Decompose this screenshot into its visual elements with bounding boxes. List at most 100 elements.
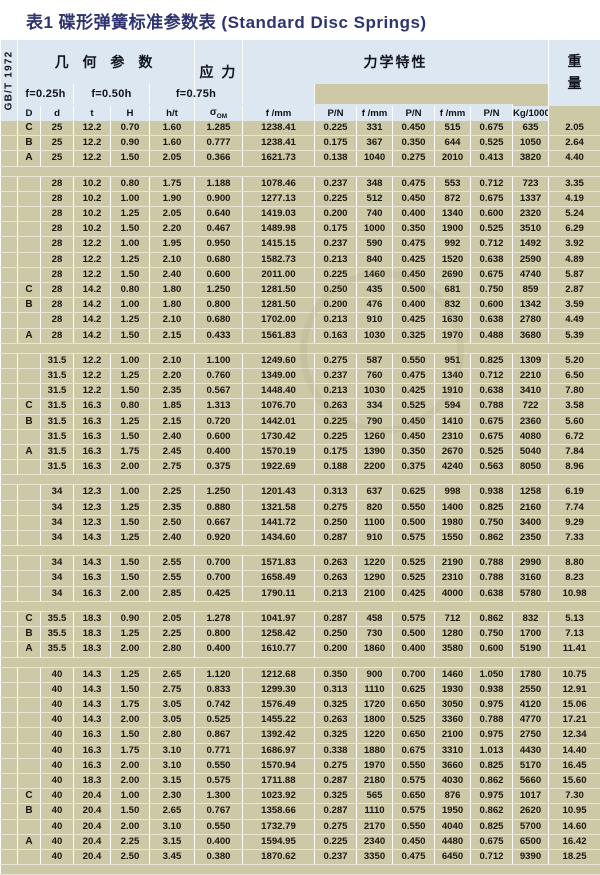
cell-weight: 6.29	[549, 222, 600, 237]
cell-t: 1.00	[111, 353, 150, 368]
cell-D: 35.5	[41, 642, 74, 657]
cell-H: 1.80	[150, 298, 195, 313]
row-gutter	[1, 728, 18, 743]
cell-f-050h: 0.700	[393, 667, 435, 682]
cell-f-050h: 0.550	[393, 819, 435, 834]
cell-f-025h: 0.213	[315, 313, 357, 328]
cell-weight: 14.60	[549, 819, 600, 834]
header-row-groups: GB/T 1972 几 何 参 数 应 力 力学特性 重 量	[1, 40, 600, 84]
cell-series-class	[18, 252, 41, 267]
cell-d: 16.3	[74, 728, 111, 743]
table-header: GB/T 1972 几 何 参 数 应 力 力学特性 重 量 f=0.25h f…	[1, 40, 600, 121]
cell-weight: 10.75	[549, 667, 600, 682]
cell-h-over-t: 0.771	[195, 743, 243, 758]
row-gutter	[1, 515, 18, 530]
row-gutter	[1, 222, 18, 237]
cell-P-075h: 4080	[513, 429, 549, 444]
cell-f-075h: 0.675	[471, 267, 513, 282]
cell-D: 28	[41, 207, 74, 222]
table-group-spacer	[1, 475, 600, 485]
cell-P-025h: 2170	[357, 819, 393, 834]
cell-H: 2.05	[150, 151, 195, 166]
cell-d: 18.3	[74, 642, 111, 657]
cell-d: 12.2	[74, 237, 111, 252]
cell-P-050h: 1550	[435, 531, 471, 546]
cell-h-over-t: 0.525	[195, 713, 243, 728]
cell-weight: 4.19	[549, 191, 600, 206]
cell-h-over-t: 0.680	[195, 252, 243, 267]
cell-series-class: A	[18, 151, 41, 166]
cell-t: 1.50	[111, 515, 150, 530]
cell-P-025h: 587	[357, 353, 393, 368]
cell-series-class: A	[18, 445, 41, 460]
cell-P-025h: 760	[357, 369, 393, 384]
row-gutter	[1, 667, 18, 682]
cell-D: 28	[41, 328, 74, 343]
group-spacer-cell	[1, 601, 600, 611]
cell-d: 14.3	[74, 682, 111, 697]
row-gutter	[1, 819, 18, 834]
cell-D: 40	[41, 773, 74, 788]
cell-sigma: 1702.00	[243, 313, 315, 328]
cell-sigma: 1212.68	[243, 667, 315, 682]
cell-f-075h: 0.712	[471, 237, 513, 252]
cell-sigma: 1023.92	[243, 789, 315, 804]
cell-P-075h: 1258	[513, 485, 549, 500]
cell-P-025h: 458	[357, 611, 393, 626]
cell-P-025h: 1100	[357, 515, 393, 530]
cell-P-075h: 3680	[513, 328, 549, 343]
cell-weight: 8.23	[549, 571, 600, 586]
cell-P-050h: 2100	[435, 728, 471, 743]
cell-t: 2.25	[111, 834, 150, 849]
cell-f-025h: 0.325	[315, 789, 357, 804]
row-gutter	[1, 136, 18, 151]
cell-t: 2.00	[111, 642, 150, 657]
cell-f-075h: 0.638	[471, 313, 513, 328]
cell-h-over-t: 0.950	[195, 237, 243, 252]
cell-f-050h: 0.450	[393, 267, 435, 282]
cell-weight: 18.25	[549, 849, 600, 864]
cell-sigma: 1392.42	[243, 728, 315, 743]
cell-H: 2.05	[150, 207, 195, 222]
cell-P-025h: 334	[357, 399, 393, 414]
cell-D: 28	[41, 283, 74, 298]
cell-f-050h: 0.525	[393, 556, 435, 571]
cell-H: 2.30	[150, 789, 195, 804]
cell-H: 2.05	[150, 611, 195, 626]
cell-f-050h: 0.525	[393, 399, 435, 414]
cell-sigma: 1419.03	[243, 207, 315, 222]
cell-d: 18.3	[74, 627, 111, 642]
cell-t: 1.75	[111, 743, 150, 758]
cell-H: 2.25	[150, 485, 195, 500]
cell-D: 40	[41, 682, 74, 697]
cell-sigma: 1442.01	[243, 414, 315, 429]
cell-sigma: 1790.11	[243, 586, 315, 601]
cell-series-class	[18, 713, 41, 728]
cell-sigma: 1732.79	[243, 819, 315, 834]
cell-P-050h: 4000	[435, 586, 471, 601]
cell-t: 2.00	[111, 819, 150, 834]
cell-P-050h: 1410	[435, 414, 471, 429]
cell-d: 10.2	[74, 191, 111, 206]
cell-P-050h: 712	[435, 611, 471, 626]
cell-P-025h: 1460	[357, 267, 393, 282]
cell-weight: 16.45	[549, 758, 600, 773]
row-gutter	[1, 429, 18, 444]
table-group-spacer	[1, 865, 600, 875]
cell-t: 1.25	[111, 627, 150, 642]
cell-t: 2.00	[111, 586, 150, 601]
row-gutter	[1, 121, 18, 136]
cell-f-075h: 0.638	[471, 252, 513, 267]
row-gutter	[1, 414, 18, 429]
spec-table-wrap: GB/T 1972 几 何 参 数 应 力 力学特性 重 量 f=0.25h f…	[0, 40, 600, 700]
cell-f-025h: 0.275	[315, 758, 357, 773]
cell-d: 20.4	[74, 819, 111, 834]
cell-h-over-t: 0.700	[195, 556, 243, 571]
cell-f-025h: 0.313	[315, 682, 357, 697]
cell-H: 3.15	[150, 773, 195, 788]
col-header-t: t	[74, 106, 111, 121]
cell-weight: 5.87	[549, 267, 600, 282]
cell-t: 1.00	[111, 789, 150, 804]
